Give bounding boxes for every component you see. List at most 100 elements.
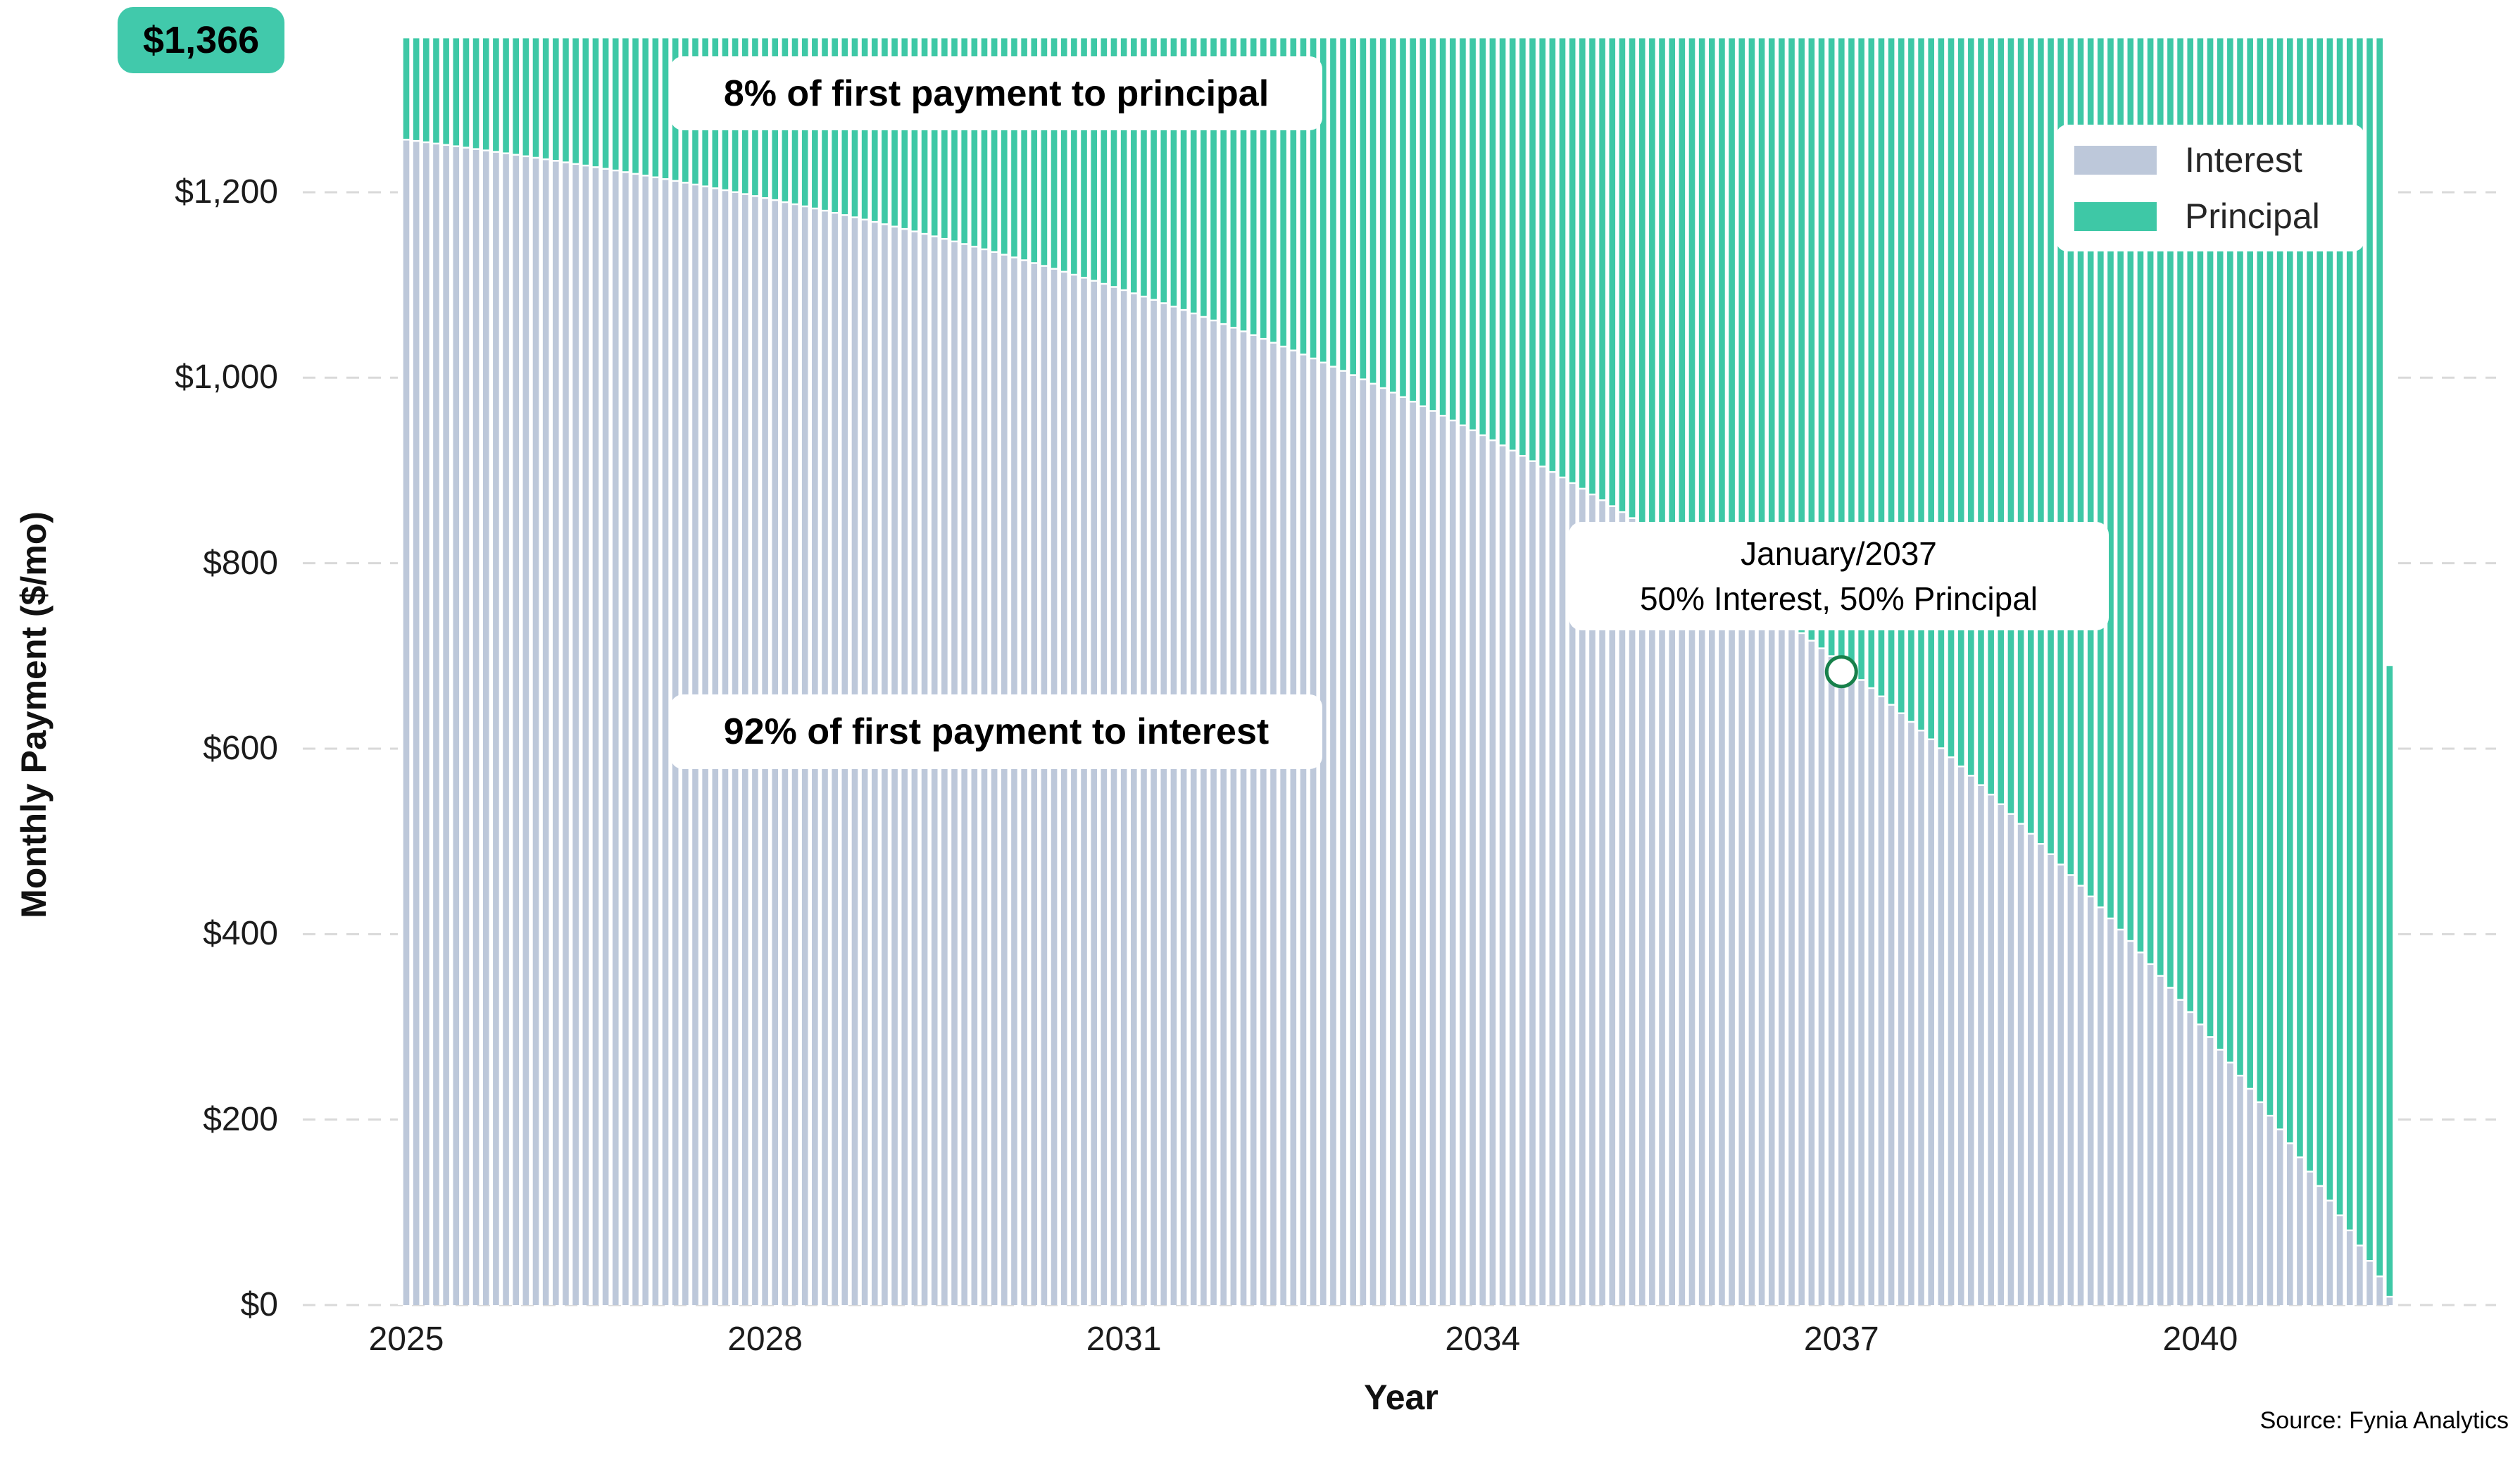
- bar-interest-segment: [2107, 919, 2114, 1305]
- bar-interest-segment: [1709, 570, 1715, 1305]
- bar-principal-segment: [1709, 38, 1715, 568]
- bar-interest-segment: [2197, 1025, 2204, 1305]
- bar-interest-segment: [1400, 398, 1406, 1306]
- bar-interest-segment: [1310, 359, 1317, 1305]
- bar-interest-segment: [622, 173, 629, 1305]
- bar-principal-segment: [1549, 38, 1556, 471]
- bar-principal-segment: [503, 38, 509, 153]
- bar-principal-segment: [2336, 38, 2343, 1215]
- bar-principal-segment: [991, 38, 998, 251]
- bar-interest-segment: [1101, 285, 1108, 1306]
- bar-principal-segment: [1898, 38, 1905, 713]
- bar-interest-segment: [2286, 1144, 2293, 1305]
- bar-principal-segment: [1449, 38, 1456, 420]
- bar-principal-segment: [1808, 38, 1815, 640]
- bar-principal-segment: [1201, 38, 1207, 316]
- bar-interest-segment: [1151, 301, 1157, 1306]
- bar-principal-segment: [612, 38, 619, 170]
- bar-interest-segment: [2217, 1050, 2224, 1305]
- bar-principal-segment: [1779, 38, 1785, 618]
- legend: Interest Principal: [2056, 125, 2364, 251]
- bar-interest-segment: [1001, 255, 1008, 1306]
- bar-interest-segment: [2077, 886, 2084, 1305]
- bar-interest-segment: [1429, 411, 1436, 1305]
- bar-principal-segment: [1319, 38, 1327, 362]
- bar-principal-segment: [1120, 38, 1127, 289]
- bar-interest-segment: [1439, 416, 1446, 1305]
- bar-principal-segment: [1001, 38, 1008, 254]
- bar-interest-segment: [1071, 275, 1077, 1306]
- bar-principal-segment: [2157, 38, 2164, 975]
- bar-principal-segment: [1798, 38, 1805, 632]
- bar-principal-segment: [433, 38, 439, 143]
- total-payment-badge: $1,366: [118, 7, 285, 73]
- bar-principal-segment: [1948, 38, 1955, 756]
- bar-interest-segment: [2137, 953, 2144, 1305]
- bar-interest-segment: [642, 176, 649, 1306]
- bar-principal-segment: [951, 38, 958, 241]
- bar-interest-segment: [1201, 318, 1207, 1306]
- bar-interest-segment: [482, 151, 489, 1305]
- bar-principal-segment: [662, 38, 669, 179]
- x-tick-label: 2025: [368, 1321, 444, 1358]
- bar-interest-segment: [1779, 619, 1785, 1305]
- bar-principal-segment: [2237, 38, 2243, 1075]
- bar-principal-segment: [2247, 38, 2253, 1088]
- bar-interest-segment: [951, 242, 958, 1305]
- bar-principal-segment: [1649, 38, 1655, 530]
- bar-interest-segment: [1838, 664, 1845, 1305]
- bar-principal-segment: [1390, 38, 1396, 392]
- bar-interest-segment: [1858, 680, 1864, 1305]
- bar-interest-segment: [1589, 495, 1596, 1306]
- bar-principal-segment: [2087, 38, 2094, 896]
- bar-principal-segment: [2137, 38, 2144, 952]
- bar-interest-segment: [542, 160, 549, 1305]
- legend-item-interest: Interest: [2074, 139, 2364, 180]
- bar-interest-segment: [2376, 1277, 2383, 1305]
- bar-principal-segment: [1938, 38, 1945, 748]
- y-tick-label: $200: [203, 1100, 278, 1138]
- bar-principal-segment: [1051, 38, 1058, 268]
- bar-principal-segment: [2098, 38, 2104, 907]
- bar-principal-segment: [1330, 38, 1336, 366]
- bar-interest-segment: [1898, 713, 1905, 1305]
- bar-principal-segment: [1310, 38, 1317, 358]
- y-tick-label: $1,000: [175, 358, 278, 397]
- bar-interest-segment: [572, 165, 579, 1306]
- bar-principal-segment: [2057, 38, 2064, 864]
- bar-principal-segment: [1091, 38, 1097, 280]
- bar-principal-segment: [652, 38, 659, 177]
- bar-interest-segment: [1410, 402, 1416, 1305]
- bar-interest-segment: [1888, 705, 1895, 1305]
- bar-interest-segment: [1638, 525, 1645, 1306]
- bar-interest-segment: [2027, 835, 2034, 1305]
- bar-principal-segment: [1868, 38, 1875, 687]
- bar-interest-segment: [1688, 556, 1695, 1305]
- bar-principal-segment: [1828, 38, 1835, 656]
- bar-principal-segment: [602, 38, 609, 168]
- bar-interest-segment: [2057, 865, 2064, 1305]
- bar-interest-segment: [1390, 393, 1396, 1305]
- bar-principal-segment: [1151, 38, 1157, 299]
- annotation-crossover-split: 50% Interest, 50% Principal: [1639, 580, 2038, 617]
- bar-principal-segment: [2217, 38, 2224, 1049]
- y-tick-label: $400: [203, 915, 278, 953]
- bar-principal-segment: [1878, 38, 1885, 696]
- bar-principal-segment: [2276, 38, 2283, 1129]
- bar-interest-segment: [1120, 291, 1127, 1305]
- bar-interest-segment: [1489, 441, 1496, 1306]
- interest-swatch: [2074, 145, 2157, 175]
- bar-principal-segment: [1369, 38, 1377, 383]
- bar-interest-segment: [582, 166, 589, 1305]
- bar-interest-segment: [472, 149, 479, 1305]
- bar-interest-segment: [1649, 531, 1655, 1306]
- bar-interest-segment: [1220, 325, 1227, 1305]
- legend-label-interest: Interest: [2185, 140, 2302, 180]
- bar-principal-segment: [2257, 38, 2264, 1102]
- bar-interest-segment: [1729, 583, 1735, 1305]
- bar-interest-segment: [1240, 332, 1247, 1305]
- bar-principal-segment: [642, 38, 649, 175]
- bar-principal-segment: [2017, 38, 2024, 823]
- bar-principal-segment: [2207, 38, 2214, 1037]
- bar-principal-segment: [1998, 38, 2005, 804]
